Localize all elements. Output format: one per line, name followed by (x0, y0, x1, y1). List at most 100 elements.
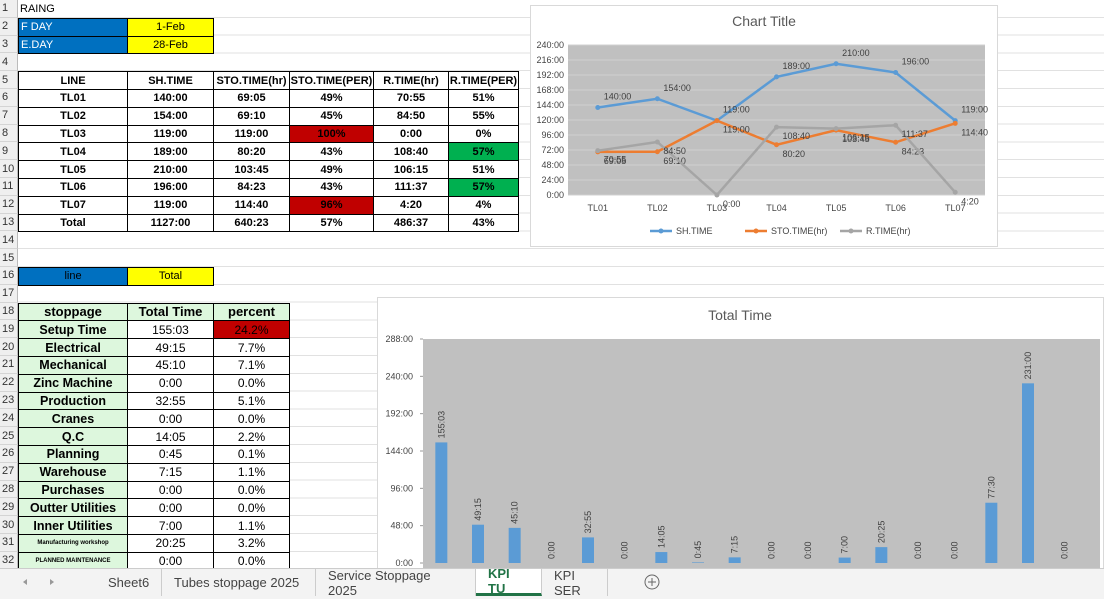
y-tick-label: 240:00 (536, 40, 564, 50)
data-label: 189:00 (783, 61, 811, 71)
legend-marker (848, 228, 854, 234)
table-header: percent (213, 302, 290, 322)
table-cell: 84:50 (373, 106, 449, 126)
table-cell: 0:00 (127, 498, 214, 518)
table-cell: 7.7% (213, 338, 290, 357)
table-cell: 0.0% (213, 373, 290, 393)
x-tick-label: TL03 (707, 203, 728, 213)
y-tick-label: 24:00 (541, 175, 564, 185)
y-tick-label: 168:00 (536, 85, 564, 95)
table-cell: 189:00 (127, 142, 214, 162)
table-cell: 55% (448, 106, 519, 126)
table-cell: Outter Utilities (18, 498, 128, 518)
bar (508, 527, 521, 563)
y-tick-label: 192:00 (536, 70, 564, 80)
data-point (893, 70, 899, 75)
data-point (774, 74, 779, 80)
table-cell: 0.1% (213, 445, 290, 464)
data-label: 0:00 (723, 199, 741, 209)
table-cell: TL01 (18, 89, 128, 108)
data-label: 49:15 (473, 498, 483, 521)
row-number: 24 (0, 409, 18, 428)
table-cell: TL04 (18, 142, 128, 162)
table-cell: 69:10 (213, 106, 290, 126)
table-cell: 20:25 (127, 534, 214, 553)
bar (655, 552, 668, 563)
row-number: 22 (0, 373, 18, 392)
row-number: 21 (0, 356, 18, 374)
cell: Total (127, 267, 214, 286)
cell: line (18, 267, 128, 286)
x-tick-label: TL07 (945, 203, 966, 213)
table-cell: Q.C (18, 427, 128, 446)
add-sheet[interactable] (638, 569, 668, 595)
table-cell: 0:00 (373, 124, 449, 144)
row-number: 29 (0, 498, 18, 517)
table-cell: 3.2% (213, 534, 290, 553)
row-number: 5 (0, 71, 18, 89)
row-number: 23 (0, 391, 18, 410)
data-point (833, 126, 839, 132)
x-tick-label: TL01 (588, 203, 609, 213)
table-header: LINE (18, 71, 128, 90)
table-cell: Setup Time (18, 320, 128, 340)
tab-nav[interactable] (0, 569, 100, 595)
x-tick-label: TL05 (826, 203, 847, 213)
data-label: 210:00 (842, 48, 870, 58)
data-point (595, 148, 601, 154)
sheet-tab[interactable]: Sheet6 (96, 569, 162, 596)
table-cell: 0.0% (213, 498, 290, 518)
data-point (654, 96, 660, 102)
data-label: 0:00 (546, 541, 556, 559)
bar (728, 557, 741, 563)
row-number: 2 (0, 17, 18, 36)
cell: 1-Feb (127, 17, 214, 37)
table-cell: 7.1% (213, 356, 290, 375)
data-point (774, 124, 779, 130)
table-cell: 0:00 (127, 480, 214, 500)
table-cell: 43% (289, 142, 374, 162)
row-number: 30 (0, 516, 18, 534)
table-header: STO.TIME(PER) (289, 71, 374, 90)
row-number: 32 (0, 551, 18, 568)
data-point (654, 139, 660, 145)
table-cell: 0.0% (213, 409, 290, 429)
sheet-tab[interactable]: KPI SER (542, 568, 608, 598)
y-tick-label: 240:00 (385, 371, 413, 381)
data-point (833, 61, 839, 67)
table-cell: 196:00 (127, 178, 214, 197)
row-number: 13 (0, 213, 18, 232)
table-cell: Cranes (18, 409, 128, 429)
data-label: 0:45 (693, 541, 703, 559)
table-cell: 57% (289, 213, 374, 233)
table-cell: 7:00 (127, 516, 214, 535)
row-number: 9 (0, 142, 18, 161)
data-label: 119:00 (723, 125, 750, 135)
table-header: SH.TIME (127, 71, 214, 90)
sheet-tab[interactable]: Tubes stoppage 2025 (162, 569, 316, 596)
data-point (714, 192, 720, 198)
cell: F DAY (18, 17, 128, 37)
table-cell: 49% (289, 89, 374, 108)
sheet-tab[interactable]: Service Stoppage 2025 (316, 568, 476, 598)
chart: Chart Title 0:00 24:00 48:00 72:00 96:00 120:0… (530, 5, 998, 247)
table-cell: 0:45 (127, 445, 214, 464)
y-tick-label: 96:00 (541, 130, 564, 140)
table-cell: 14:05 (127, 427, 214, 446)
table-cell: 51% (448, 89, 519, 108)
table-cell: 5.1% (213, 391, 290, 411)
row-number: 4 (0, 53, 18, 72)
legend-label: STO.TIME(hr) (771, 226, 827, 236)
data-point (893, 122, 899, 128)
table-cell: 108:40 (373, 142, 449, 162)
sheet-tab[interactable]: KPI TU (476, 566, 542, 596)
y-tick-label: 48:00 (541, 160, 564, 170)
bar (472, 524, 484, 563)
legend-marker (658, 228, 664, 234)
table-header: R.TIME(PER) (448, 71, 519, 90)
x-tick-label: TL02 (647, 203, 668, 213)
row-number: 28 (0, 480, 18, 499)
table-cell: Warehouse (18, 462, 128, 482)
data-label: 84:23 (902, 146, 925, 156)
table-cell: TL06 (18, 178, 128, 197)
